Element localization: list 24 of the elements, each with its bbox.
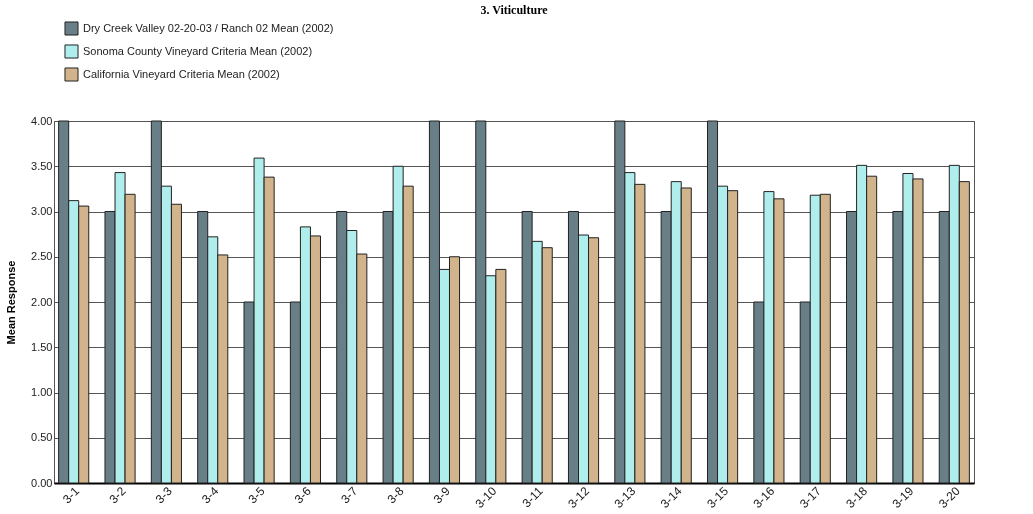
chart-title: 3. Viticulture xyxy=(480,3,549,17)
x-tick-label: 3-1 xyxy=(60,483,83,507)
x-tick-label: 3-2 xyxy=(106,483,129,507)
y-tick-label: 1.50 xyxy=(31,340,53,353)
x-tick-label: 3-3 xyxy=(152,483,176,507)
y-axis-title: Mean Response xyxy=(5,260,18,345)
x-tick-label: 3-4 xyxy=(199,483,222,507)
y-tick-label: 4.00 xyxy=(31,114,53,127)
x-tick-label: 3-7 xyxy=(338,483,361,507)
y-tick-label: 3.00 xyxy=(31,205,53,217)
x-tick-label: 3-6 xyxy=(291,483,315,507)
y-tick-label: 0.00 xyxy=(31,476,53,489)
y-tick-label: 1.00 xyxy=(31,386,53,398)
legend-label: Dry Creek Valley 02-20-03 / Ranch 02 Mean (2002) xyxy=(83,21,334,34)
legend-label: Sonoma County Vineyard Criteria Mean (2002) xyxy=(83,44,313,57)
x-tick-label: 3-8 xyxy=(384,483,407,507)
x-tick-label: 3-11 xyxy=(519,483,546,511)
legend-label: California Vineyard Criteria Mean (2002) xyxy=(83,67,280,80)
x-tick-label: 3-5 xyxy=(245,483,268,507)
y-tick-label: 3.50 xyxy=(31,159,53,172)
y-tick-label: 0.50 xyxy=(31,431,53,444)
x-tick-label: 3-9 xyxy=(430,483,454,507)
y-tick-label: 2.00 xyxy=(31,295,53,308)
y-tick-label: 2.50 xyxy=(31,250,53,263)
